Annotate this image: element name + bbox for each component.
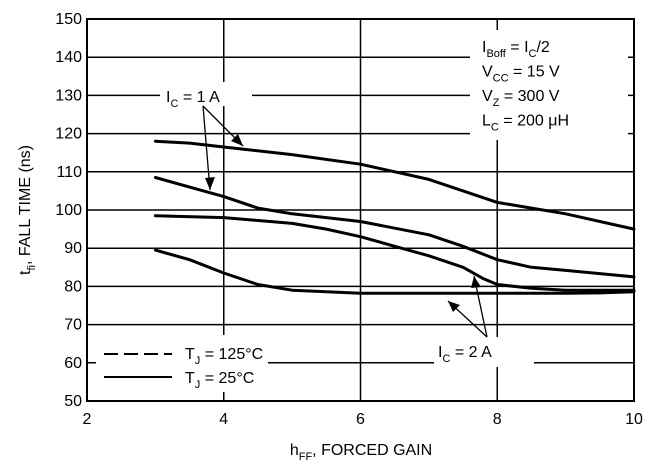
condition-line: LC = 200 μH bbox=[482, 113, 569, 134]
x-tick-label: 2 bbox=[83, 411, 92, 428]
y-tick-label: 130 bbox=[55, 87, 82, 104]
y-tick-label: 100 bbox=[55, 202, 82, 219]
series-line-1 bbox=[153, 139, 636, 231]
series-line-4 bbox=[153, 248, 636, 295]
y-tick-label: 90 bbox=[64, 240, 82, 257]
x-tick-label: 6 bbox=[356, 411, 365, 428]
annotation-ic-1a: IC = 1 A bbox=[160, 82, 252, 191]
series-line-2 bbox=[153, 176, 636, 279]
arrowhead-ic-1a-lower bbox=[205, 177, 215, 190]
x-axis-title: hFF, FORCED GAIN bbox=[290, 442, 432, 461]
y-tick-label: 70 bbox=[64, 317, 82, 334]
y-tick-label: 120 bbox=[55, 126, 82, 143]
y-tick-label: 50 bbox=[64, 393, 82, 410]
x-tick-label: 4 bbox=[219, 411, 228, 428]
annotation-ic-1a-label: IC = 1 A bbox=[166, 89, 220, 110]
condition-line: VCC = 15 V bbox=[482, 64, 560, 85]
annotation-ic-2a: IC = 2 A bbox=[434, 275, 534, 367]
test-conditions: IBoff = IC/2 VCC = 15 V VZ = 300 V LC = 200… bbox=[470, 30, 628, 140]
arrowhead-ic-2a-lower bbox=[448, 301, 460, 312]
y-tick-label: 60 bbox=[64, 355, 82, 372]
arrowhead-ic-2a-upper bbox=[471, 276, 481, 288]
y-axis-title: tfi, FALL TIME (ns) bbox=[17, 145, 38, 275]
condition-line: IBoff = IC/2 bbox=[482, 39, 550, 60]
annotation-ic-2a-label: IC = 2 A bbox=[438, 344, 492, 365]
arrow-ic-1a-lower bbox=[202, 105, 211, 191]
tick-labels: 2 4 6 8 10 50 60 70 80 90 100 110 120 130 140 150 bbox=[55, 11, 643, 428]
series-line-3 bbox=[153, 214, 636, 292]
x-tick-label: 10 bbox=[625, 411, 643, 428]
plot-frame bbox=[86, 18, 635, 402]
condition-line: VZ = 300 V bbox=[482, 88, 560, 109]
x-tick-label: 8 bbox=[493, 411, 502, 428]
series-group bbox=[153, 139, 636, 295]
legend: TJ = 125°C TJ = 25°C bbox=[96, 335, 268, 392]
legend-label-25c: TJ = 25°C bbox=[185, 370, 254, 391]
arrowhead-ic-1a-upper bbox=[231, 134, 243, 146]
legend-label-125c: TJ = 125°C bbox=[185, 346, 263, 367]
y-tick-label: 80 bbox=[64, 278, 82, 295]
y-tick-label: 150 bbox=[55, 11, 82, 28]
y-tick-label: 140 bbox=[55, 49, 82, 66]
y-tick-label: 110 bbox=[56, 164, 82, 181]
